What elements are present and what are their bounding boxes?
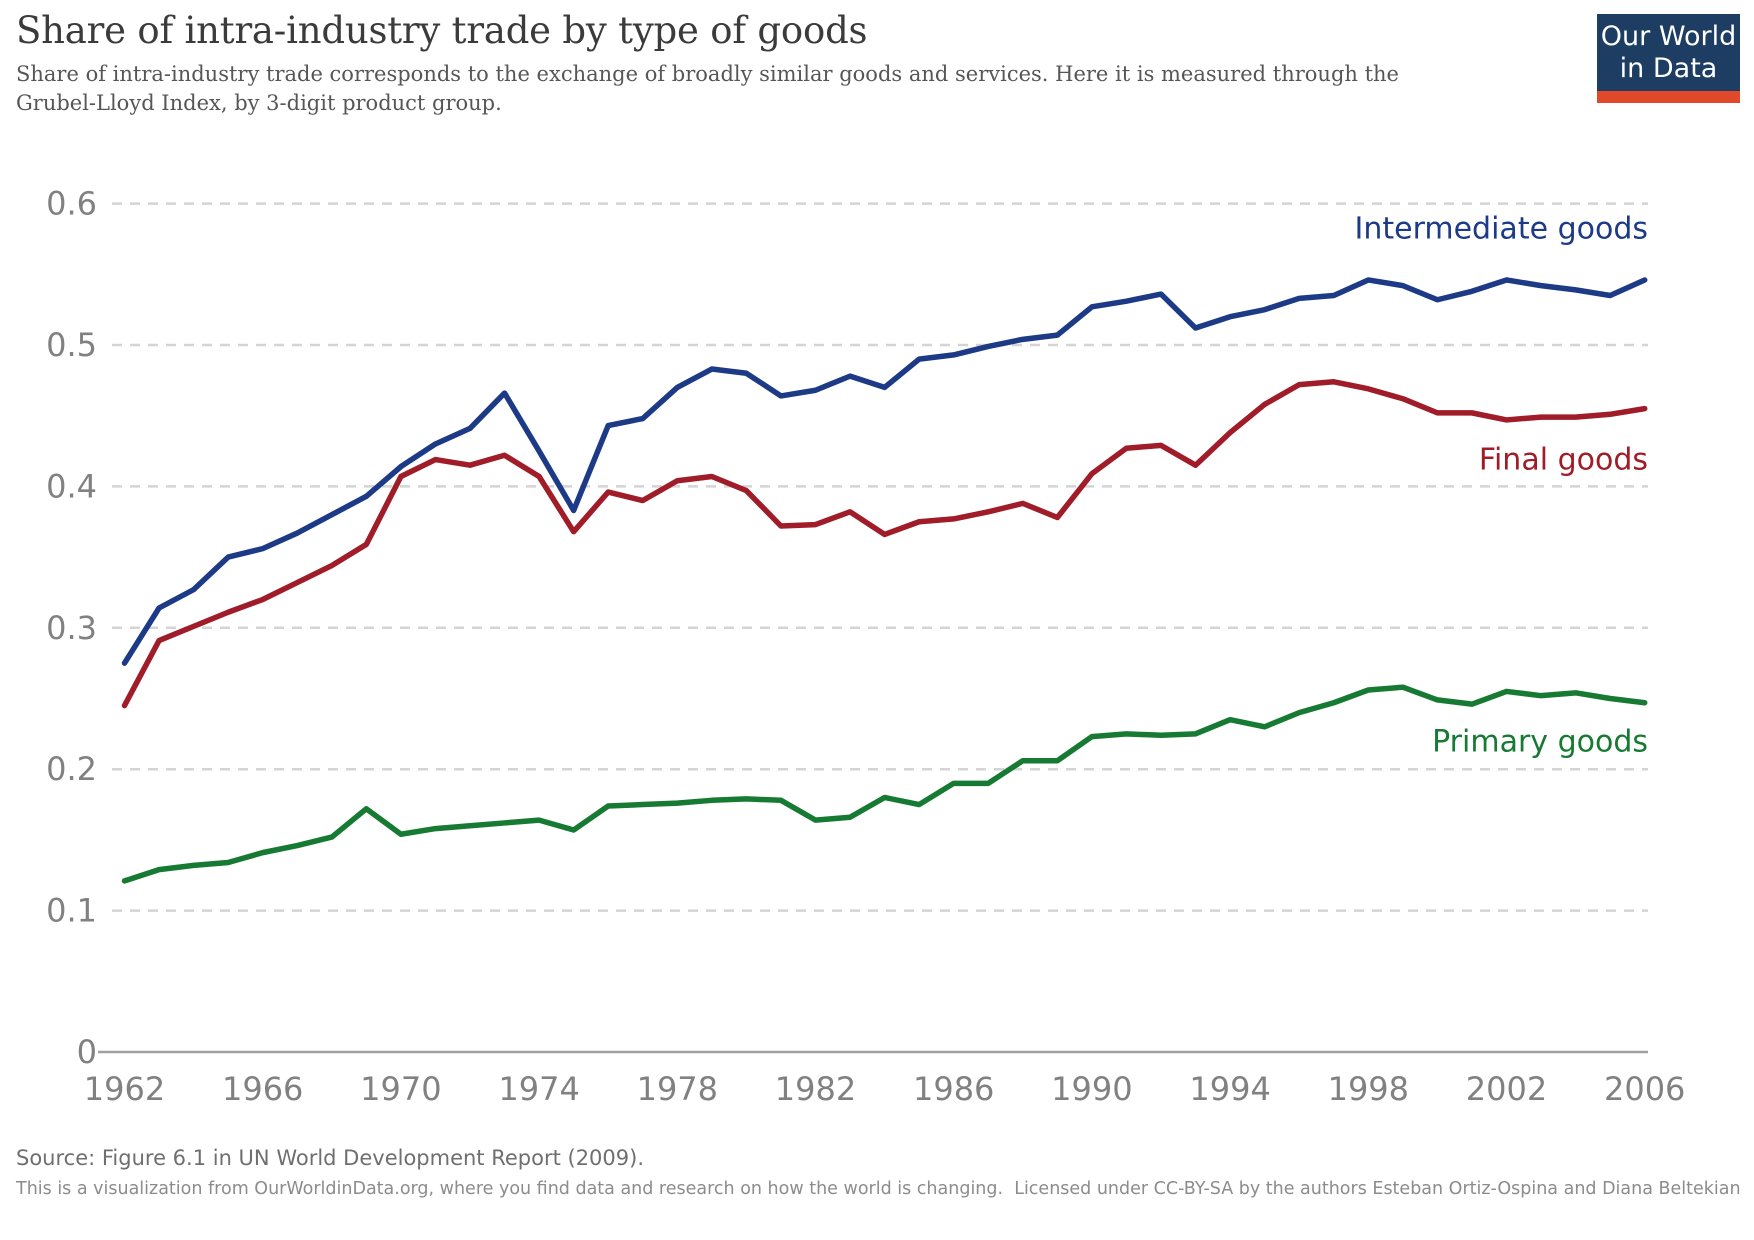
chart-header: Share of intra-industry trade by type of…: [16, 8, 1576, 118]
line-primary-goods: [121, 684, 1648, 884]
owid-logo-accent-bar: [1597, 91, 1740, 103]
chart-subtitle: Share of intra-industry trade correspond…: [16, 60, 1576, 118]
y-tick-label: 0.6: [46, 185, 97, 223]
x-tick-label: 1982: [775, 1070, 856, 1108]
y-tick-label: 0.5: [46, 326, 97, 364]
x-tick-label: 1978: [637, 1070, 718, 1108]
line-final-goods: [121, 379, 1648, 709]
x-tick-label: 2006: [1604, 1070, 1685, 1108]
x-tick-label: 1962: [84, 1070, 165, 1108]
subtitle-line-2: Grubel-Lloyd Index, by 3-digit product g…: [16, 91, 502, 116]
series-label-intermediate-goods: Intermediate goods: [1354, 212, 1648, 247]
owid-logo: Our World in Data: [1597, 14, 1740, 103]
chart-footer: Source: Figure 6.1 in UN World Developme…: [16, 1146, 1754, 1199]
x-tick-label: 1986: [913, 1070, 994, 1108]
x-tick-label: 2002: [1466, 1070, 1547, 1108]
license-note: This is a visualization from OurWorldinD…: [16, 1179, 1741, 1199]
x-tick-label: 1998: [1328, 1070, 1409, 1108]
y-tick-label: 0.2: [46, 750, 97, 788]
y-tick-label: 0.1: [46, 892, 97, 930]
owid-logo-line-1: Our World: [1600, 21, 1737, 53]
series-label-primary-goods: Primary goods: [1432, 725, 1648, 760]
owid-logo-line-2: in Data: [1619, 52, 1718, 84]
source-note: Source: Figure 6.1 in UN World Developme…: [16, 1146, 645, 1170]
y-tick-label: 0.4: [46, 467, 97, 505]
x-tick-label: 1990: [1051, 1070, 1132, 1108]
x-tick-label: 1974: [498, 1070, 579, 1108]
x-tick-label: 1994: [1189, 1070, 1270, 1108]
line-intermediate-goods: [121, 277, 1648, 666]
subtitle-line-1: Share of intra-industry trade correspond…: [16, 62, 1399, 87]
y-tick-label: 0: [77, 1033, 97, 1071]
x-tick-label: 1966: [222, 1070, 303, 1108]
series-label-final-goods: Final goods: [1479, 442, 1648, 477]
page-title: Share of intra-industry trade by type of…: [16, 9, 868, 52]
y-tick-label: 0.3: [46, 609, 97, 647]
x-tick-label: 1970: [360, 1070, 441, 1108]
